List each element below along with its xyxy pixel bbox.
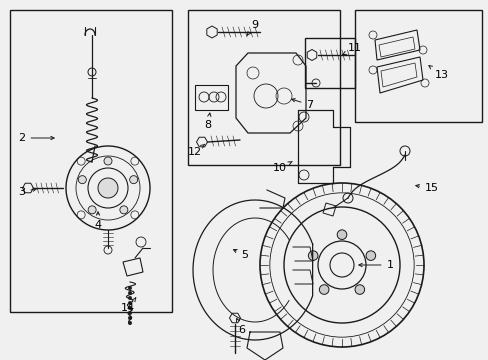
Bar [187,10,339,165]
Circle shape [319,285,328,294]
Circle shape [128,296,132,300]
Text: 7: 7 [291,99,313,110]
Circle shape [128,286,132,290]
Circle shape [128,316,132,320]
Text: 1: 1 [358,260,393,270]
Circle shape [120,206,127,214]
Text: 15: 15 [415,183,438,193]
Text: 6: 6 [236,319,245,335]
Circle shape [128,311,132,315]
Circle shape [128,301,132,305]
Circle shape [337,230,346,239]
Text: 10: 10 [272,162,292,173]
Text: 11: 11 [342,43,361,55]
Text: 9: 9 [246,20,258,35]
Bar [195,85,227,110]
Circle shape [308,251,317,260]
Circle shape [98,178,118,198]
Circle shape [104,157,112,165]
Text: 3: 3 [19,187,36,197]
Text: 2: 2 [19,133,54,143]
Circle shape [78,176,86,184]
Circle shape [128,321,132,325]
Bar [305,38,354,88]
Circle shape [354,285,364,294]
Bar [10,10,172,312]
Circle shape [366,251,375,260]
Bar [354,10,481,122]
Circle shape [128,291,132,295]
Text: 13: 13 [428,66,448,80]
Text: 12: 12 [187,144,204,157]
Circle shape [88,206,96,214]
Text: 4: 4 [94,212,102,230]
Circle shape [128,306,132,310]
Text: 14: 14 [121,298,136,313]
Circle shape [129,176,138,184]
Text: 5: 5 [233,249,248,260]
Text: 8: 8 [204,113,211,130]
